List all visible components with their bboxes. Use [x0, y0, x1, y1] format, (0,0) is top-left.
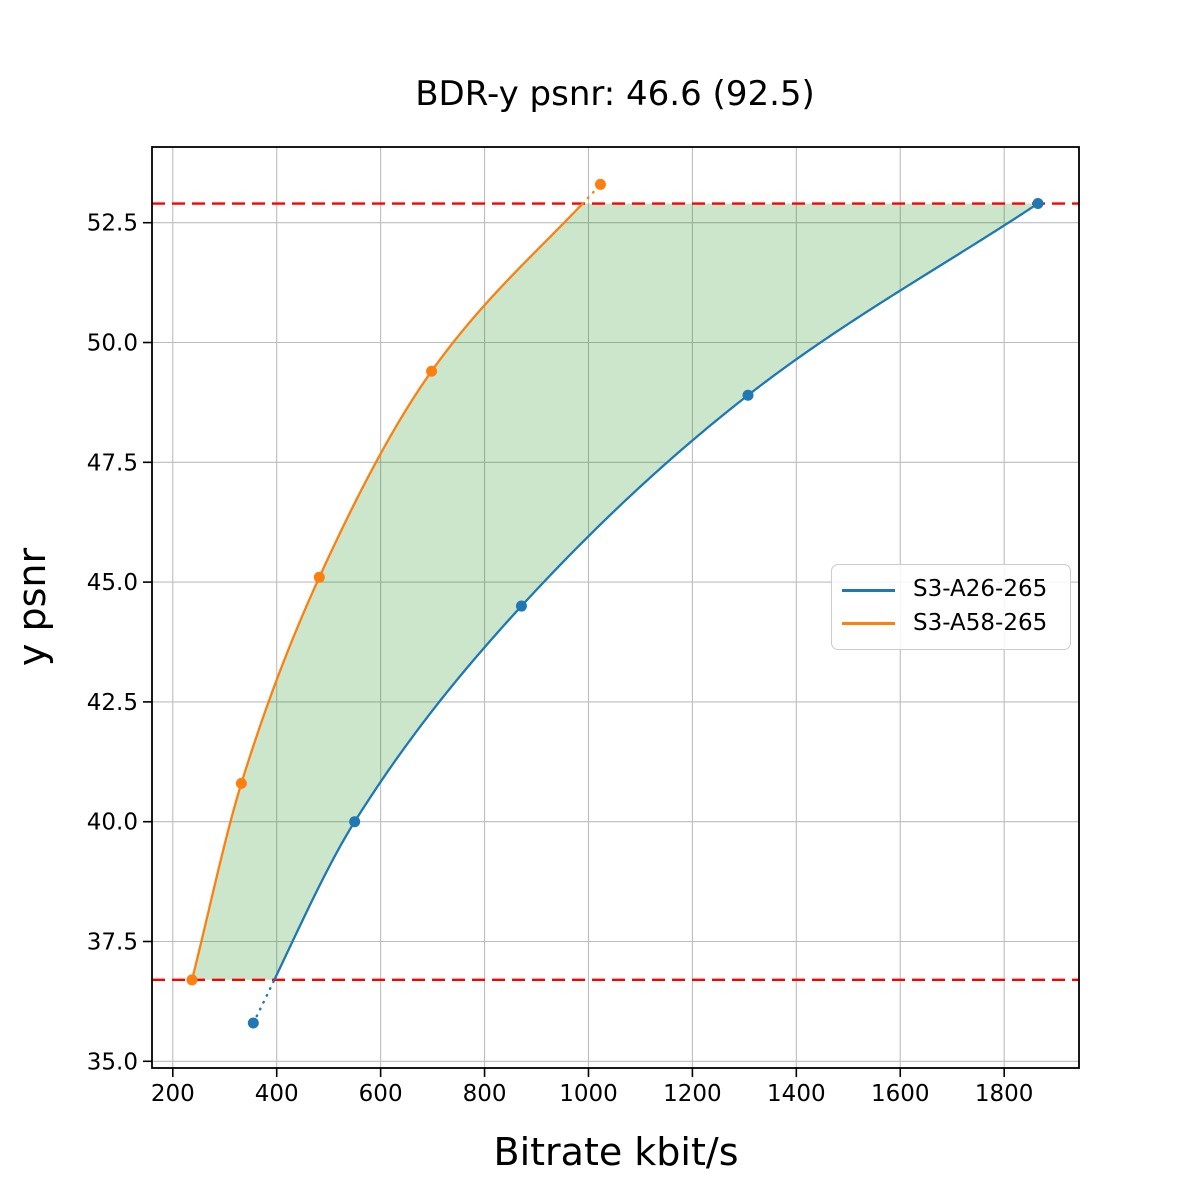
- x-axis-label: Bitrate kbit/s: [493, 1130, 739, 1174]
- y-tick-label: 37.5: [87, 929, 138, 955]
- plot-border: [151, 146, 1080, 1069]
- x-tick-label: 1600: [871, 1081, 930, 1107]
- data-point: [742, 389, 754, 401]
- legend-line-sample: [842, 588, 895, 592]
- y-tick-label: 45.0: [87, 570, 138, 596]
- x-tick-label: 1000: [559, 1081, 618, 1107]
- chart-title: BDR-y psnr: 46.6 (92.5): [415, 74, 815, 114]
- legend-label: S3-A26-265: [913, 576, 1048, 603]
- data-point: [426, 365, 438, 377]
- y-tick-label: 52.5: [87, 211, 138, 237]
- data-point: [186, 974, 198, 986]
- data-point: [313, 571, 325, 583]
- legend-label: S3-A58-265: [913, 610, 1048, 637]
- legend-item: S3-A26-265: [842, 577, 1066, 602]
- x-tick-label: 800: [463, 1081, 507, 1107]
- y-tick-label: 35.0: [87, 1049, 138, 1075]
- data-point: [247, 1017, 259, 1029]
- data-point: [349, 816, 361, 828]
- series-curve: [273, 202, 1039, 981]
- y-tick-label: 47.5: [87, 450, 138, 476]
- series-curve: [190, 202, 584, 981]
- x-tick-label: 1200: [663, 1081, 722, 1107]
- y-axis-label: y psnr: [10, 547, 54, 667]
- legend: S3-A26-265 S3-A58-265: [831, 564, 1071, 650]
- x-tick-label: 200: [151, 1081, 195, 1107]
- data-point: [235, 777, 247, 789]
- legend-item: S3-A58-265: [842, 610, 1066, 637]
- series-curve-dotted: [252, 978, 276, 1025]
- data-point: [1032, 198, 1044, 210]
- x-tick-label: 400: [255, 1081, 299, 1107]
- x-tick-label: 1800: [975, 1081, 1034, 1107]
- data-point: [594, 178, 606, 190]
- x-tick-label: 600: [359, 1081, 403, 1107]
- shaded-region: [192, 203, 1038, 980]
- y-tick-label: 42.5: [87, 690, 138, 716]
- y-tick-label: 50.0: [87, 331, 138, 357]
- y-tick-label: 40.0: [87, 810, 138, 836]
- x-tick-label: 1400: [767, 1081, 826, 1107]
- data-point: [515, 600, 527, 612]
- legend-line-sample: [842, 622, 895, 626]
